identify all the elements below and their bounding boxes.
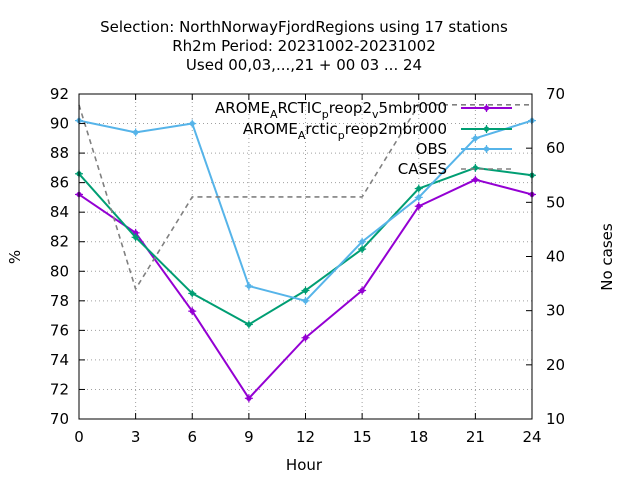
y2-tick-label: 50: [546, 193, 565, 211]
y2-tick-label: 60: [546, 139, 565, 157]
legend-subscript: A: [270, 108, 278, 121]
series-2: [75, 116, 536, 305]
data-point: [471, 163, 480, 172]
legend-marker: [482, 104, 491, 112]
legend-label: CASES: [398, 160, 447, 178]
y-tick-label: 90: [50, 115, 69, 133]
data-point: [358, 245, 367, 254]
data-point: [188, 289, 197, 298]
data-point: [414, 193, 423, 202]
x-tick-label: 21: [466, 428, 485, 446]
y2-tick-label: 40: [546, 248, 565, 266]
x-tick-label: 18: [409, 428, 428, 446]
y2-tick-label: 20: [546, 356, 565, 374]
x-tick-label: 6: [187, 428, 197, 446]
legend-text: AROME: [215, 99, 270, 117]
legend-subscript: v: [372, 108, 379, 121]
data-point: [301, 286, 310, 295]
data-series: [75, 104, 536, 403]
y-tick-label: 80: [50, 262, 69, 280]
grid-lines: [79, 94, 532, 419]
legend-text: AROME: [243, 120, 298, 138]
legend-subscript: p: [322, 108, 329, 121]
legend-text: 5mbr000: [379, 99, 447, 117]
data-point: [471, 134, 480, 143]
x-tick-label: 12: [296, 428, 315, 446]
data-point: [244, 394, 253, 403]
y-tick-label: 78: [50, 292, 69, 310]
legend-text: OBS: [416, 140, 447, 158]
legend-marker: [482, 145, 491, 153]
legend-label: AROMEARCTICpreop2v5mbr000: [215, 99, 447, 121]
legend-marker: [482, 125, 491, 133]
y2-tick-label: 10: [546, 410, 565, 428]
legend-subscript: p: [338, 129, 345, 142]
legend-text: reop2mbr000: [345, 120, 447, 138]
y-tick-label: 74: [50, 351, 69, 369]
data-point: [301, 296, 310, 305]
data-point: [358, 286, 367, 295]
x-tick-label: 24: [522, 428, 541, 446]
axis-ticks: 0 3 6 9 12 15 18 21 24 70 72 74 76 78 80 82 84 86 88 90 92 10…: [50, 85, 565, 446]
legend-text: RCTIC: [277, 99, 321, 117]
y-tick-label: 70: [50, 410, 69, 428]
legend-label: OBS: [416, 140, 447, 158]
x-tick-label: 9: [244, 428, 254, 446]
data-point: [414, 202, 423, 211]
y-tick-label: 86: [50, 174, 69, 192]
y-tick-label: 76: [50, 321, 69, 339]
legend-label: AROMEArcticpreop2mbr000: [243, 120, 447, 142]
y-axis-label: %: [6, 250, 24, 264]
y-tick-label: 72: [50, 380, 69, 398]
y2-tick-label: 70: [546, 85, 565, 103]
data-point: [358, 237, 367, 246]
series-3: [78, 104, 532, 290]
y-tick-label: 88: [50, 144, 69, 162]
series-line: [78, 104, 532, 290]
legend-text: CASES: [398, 160, 447, 178]
data-point: [131, 233, 140, 242]
x-tick-label: 0: [74, 428, 84, 446]
y2-tick-label: 30: [546, 302, 565, 320]
y-tick-label: 82: [50, 233, 69, 251]
x-tick-label: 3: [131, 428, 141, 446]
data-point: [131, 128, 140, 137]
legend-text: reop2: [329, 99, 372, 117]
y-tick-label: 84: [50, 203, 69, 221]
data-point: [301, 333, 310, 342]
y2-axis-label: No cases: [598, 223, 616, 291]
legend-subscript: A: [298, 129, 306, 142]
chart-title: Selection: NorthNorwayFjordRegions using…: [100, 18, 508, 74]
x-axis-label: Hour: [286, 456, 323, 474]
data-point: [188, 307, 197, 316]
chart-title-line-1: Selection: NorthNorwayFjordRegions using…: [100, 18, 508, 36]
data-point: [244, 320, 253, 329]
x-tick-label: 15: [353, 428, 372, 446]
chart-title-line-2: Rh2m Period: 20231002-20231002: [172, 37, 436, 55]
data-point: [414, 184, 423, 193]
legend-text: rctic: [305, 120, 337, 138]
y-tick-label: 92: [50, 85, 69, 103]
data-point: [471, 175, 480, 184]
data-point: [244, 282, 253, 291]
chart-title-line-3: Used 00,03,...,21 + 00 03 ... 24: [186, 56, 422, 74]
legend: AROMEARCTICpreop2v5mbr000AROMEArcticpreo…: [215, 99, 512, 178]
data-point: [188, 119, 197, 128]
